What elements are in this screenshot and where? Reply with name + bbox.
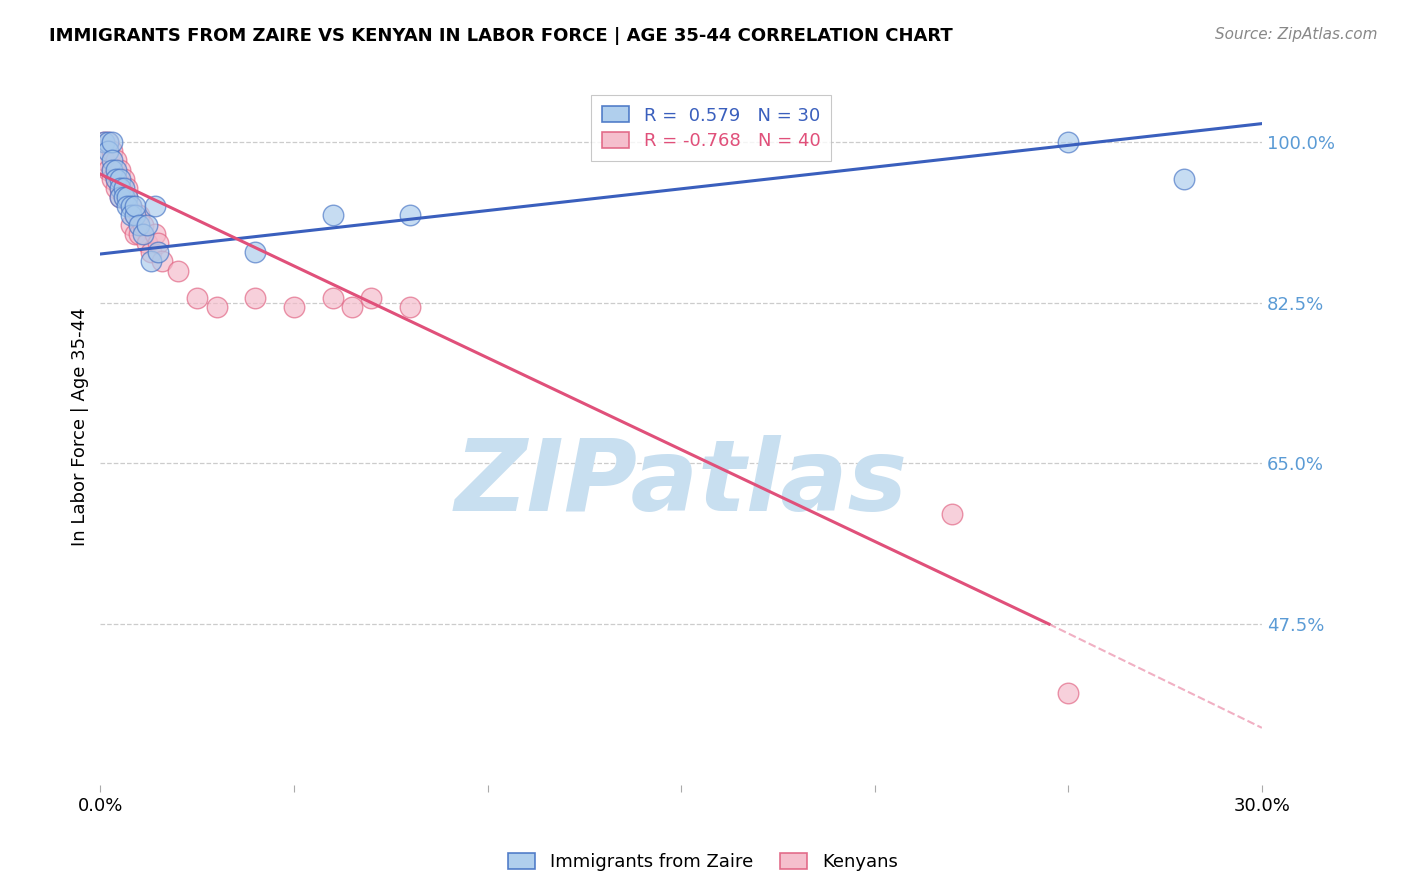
Point: [124, 227, 146, 241]
Point: [108, 181, 131, 195]
Point: [108, 190, 131, 204]
Point: [186, 291, 208, 305]
Point: [128, 218, 150, 232]
Point: [360, 291, 382, 305]
Point: [101, 162, 124, 177]
Legend: R =  0.579   N = 30, R = -0.768   N = 40: R = 0.579 N = 30, R = -0.768 N = 40: [592, 95, 831, 161]
Text: IMMIGRANTS FROM ZAIRE VS KENYAN IN LABOR FORCE | AGE 35-44 CORRELATION CHART: IMMIGRANTS FROM ZAIRE VS KENYAN IN LABOR…: [49, 27, 953, 45]
Point: [399, 300, 422, 314]
Point: [132, 218, 155, 232]
Point: [399, 209, 422, 223]
Point: [117, 190, 139, 204]
Point: [128, 209, 150, 223]
Point: [104, 153, 127, 168]
Point: [120, 209, 142, 223]
Point: [139, 245, 162, 260]
Point: [124, 209, 146, 223]
Point: [283, 300, 305, 314]
Point: [93, 135, 115, 149]
Point: [101, 144, 124, 158]
Point: [117, 199, 139, 213]
Point: [135, 235, 157, 250]
Point: [97, 135, 120, 149]
Point: [132, 227, 155, 241]
Point: [101, 162, 124, 177]
Point: [124, 199, 146, 213]
Point: [97, 162, 120, 177]
Point: [941, 507, 963, 521]
Text: Source: ZipAtlas.com: Source: ZipAtlas.com: [1215, 27, 1378, 42]
Point: [143, 227, 166, 241]
Point: [117, 190, 139, 204]
Legend: Immigrants from Zaire, Kenyans: Immigrants from Zaire, Kenyans: [501, 846, 905, 879]
Point: [128, 227, 150, 241]
Point: [112, 171, 135, 186]
Point: [120, 199, 142, 213]
Point: [101, 153, 124, 168]
Point: [322, 209, 344, 223]
Point: [120, 218, 142, 232]
Point: [108, 171, 131, 186]
Point: [150, 254, 173, 268]
Point: [104, 171, 127, 186]
Point: [101, 171, 124, 186]
Point: [112, 181, 135, 195]
Point: [117, 181, 139, 195]
Point: [205, 300, 228, 314]
Point: [108, 181, 131, 195]
Point: [245, 245, 267, 260]
Point: [112, 190, 135, 204]
Point: [120, 199, 142, 213]
Point: [97, 135, 120, 149]
Point: [245, 291, 267, 305]
Point: [108, 162, 131, 177]
Point: [148, 245, 170, 260]
Point: [166, 263, 188, 277]
Point: [108, 190, 131, 204]
Point: [104, 171, 127, 186]
Point: [104, 181, 127, 195]
Point: [112, 190, 135, 204]
Point: [101, 135, 124, 149]
Point: [143, 199, 166, 213]
Text: ZIPatlas: ZIPatlas: [454, 435, 908, 533]
Point: [97, 144, 120, 158]
Point: [340, 300, 363, 314]
Point: [1057, 135, 1080, 149]
Point: [104, 162, 127, 177]
Point: [93, 153, 115, 168]
Point: [1173, 171, 1195, 186]
Y-axis label: In Labor Force | Age 35-44: In Labor Force | Age 35-44: [72, 308, 89, 546]
Point: [148, 235, 170, 250]
Point: [93, 135, 115, 149]
Point: [124, 209, 146, 223]
Point: [1057, 686, 1080, 700]
Point: [139, 254, 162, 268]
Point: [322, 291, 344, 305]
Point: [135, 218, 157, 232]
